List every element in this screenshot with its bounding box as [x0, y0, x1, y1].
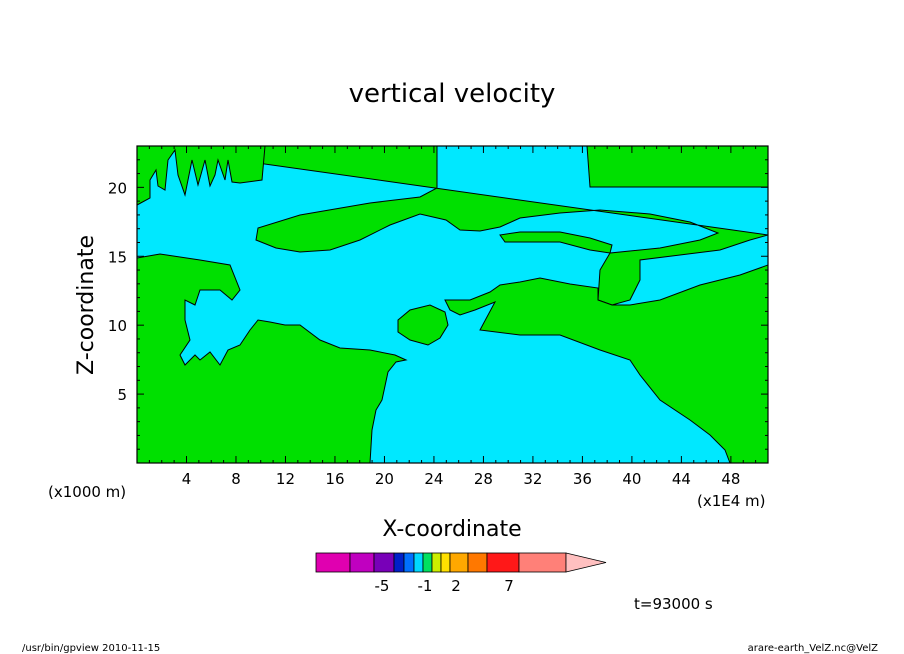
colorbar-segment [440, 552, 451, 573]
x-tick-label: 48 [721, 470, 740, 488]
colorbar-label: 2 [451, 577, 461, 595]
x-tick-label: 36 [573, 470, 592, 488]
positive-region-lower-left [137, 253, 408, 463]
y-tick-label: 5 [117, 386, 127, 404]
x-tick-label: 4 [182, 470, 192, 488]
colorbar-segment [393, 552, 405, 573]
y-tick-label: 10 [108, 317, 127, 335]
plot-frame [136, 145, 769, 464]
colorbar-label: -5 [375, 577, 390, 595]
chart-title: vertical velocity [349, 79, 556, 109]
y-axis-label: Z-coordinate [74, 235, 99, 375]
footer-left: /usr/bin/gpview 2010-11-15 [22, 643, 160, 654]
colorbar-segment [315, 552, 351, 573]
time-label: t=93000 s [634, 595, 713, 613]
x-tick-label: 20 [375, 470, 394, 488]
x-tick-label: 24 [424, 470, 443, 488]
colorbar-segment [467, 552, 488, 573]
x-unit-note: (x1000 m) [48, 483, 126, 501]
colorbar-segment [413, 552, 424, 573]
x-tick-label: 40 [622, 470, 641, 488]
x-scale-note: (x1E4 m) [697, 492, 766, 510]
y-axis: 5 10 15 20 [108, 159, 768, 450]
y-tick-label: 15 [108, 248, 127, 266]
colorbar-segment [449, 552, 469, 573]
colorbar-segment [431, 552, 442, 573]
x-axis-label: X-coordinate [382, 517, 521, 542]
x-tick-label: 32 [523, 470, 542, 488]
colorbar-segment [486, 552, 520, 573]
x-axis: 4 8 12 16 20 24 28 32 36 40 44 48 [148, 146, 757, 488]
colorbar-label: -1 [418, 577, 433, 595]
x-tick-label: 12 [276, 470, 295, 488]
colorbar: -5 -1 2 7 [315, 552, 607, 595]
colorbar-segment [349, 552, 375, 573]
x-tick-label: 16 [325, 470, 344, 488]
x-tick-label: 28 [474, 470, 493, 488]
plot-area [137, 146, 768, 463]
colorbar-segment [373, 552, 395, 573]
colorbar-segment [518, 552, 567, 573]
y-tick-label: 20 [108, 179, 127, 197]
positive-region-center [444, 264, 768, 463]
positive-region-blob [397, 304, 449, 346]
colorbar-segment [422, 552, 433, 573]
x-tick-label: 44 [672, 470, 691, 488]
colorbar-segment [403, 552, 415, 573]
colorbar-end-arrow [565, 552, 607, 573]
colorbar-label: 7 [504, 577, 514, 595]
footer-right: arare-earth_VelZ.nc@VelZ [748, 643, 879, 654]
x-tick-label: 8 [231, 470, 241, 488]
positive-region-top-left [137, 146, 266, 206]
